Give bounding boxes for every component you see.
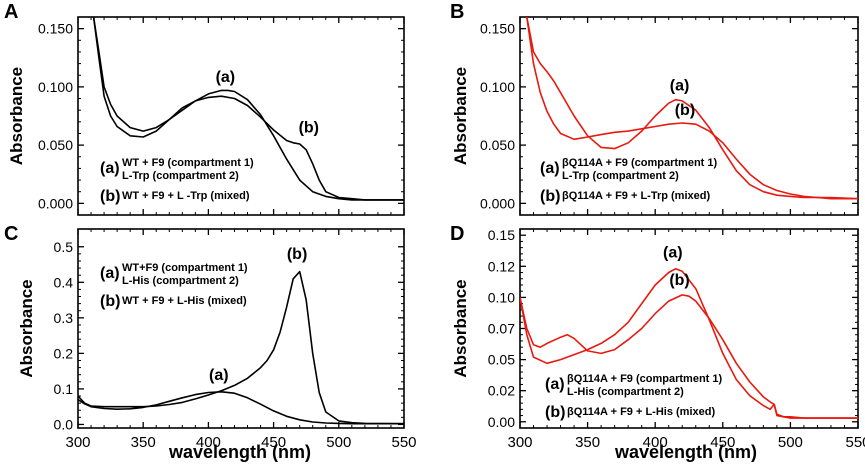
panel-a: A 0.000 0.050 0.100 0.150 Absorbance (a) (b) (a)…	[4, 1, 405, 216]
legend-entry-b: (b) WT + F9 + L -Trp (mixed)	[100, 188, 250, 205]
x-tick-label: 550	[845, 434, 865, 451]
y-tick-label: 0.07	[488, 321, 515, 337]
series-line-b	[520, 294, 858, 419]
series-line-a	[92, 17, 404, 201]
y-tick-label: 0.150	[480, 21, 515, 37]
series-line-a	[78, 391, 404, 425]
legend-entry-a: (a) βQ114A + F9 (compartment 1)L-Trp (com…	[540, 157, 717, 182]
legend-tag: (a)	[540, 160, 560, 177]
curve-label-a: (a)	[663, 245, 683, 262]
y-tick-label: 0.0	[54, 416, 74, 432]
legend-tag: (a)	[100, 160, 120, 177]
x-axis-label: wavelength (nm)	[168, 442, 311, 462]
y-tick-label: 0.10	[488, 289, 515, 305]
legend-text: βQ114A + F9 (compartment 1)	[567, 373, 722, 385]
curve-label-b: (b)	[675, 102, 695, 119]
legend-entry-b: (b) βQ114A + F9 + L-Trp (mixed)	[540, 188, 710, 205]
panel-letter: A	[4, 1, 18, 23]
y-tick-label: 0.4	[54, 274, 74, 290]
legend-text: WT + F9 + L -Trp (mixed)	[122, 190, 250, 202]
legend-entry-a: (a) WT+F9 (compartment 1)L-His (compartme…	[100, 262, 248, 287]
plot-frame	[519, 228, 859, 429]
legend-text: WT+F9 (compartment 1)	[122, 262, 248, 274]
y-tick-label: 0.000	[480, 195, 515, 211]
x-tick-label: 400	[196, 434, 221, 451]
y-tick-label: 0.000	[38, 195, 73, 211]
x-tick-label: 450	[261, 434, 286, 451]
series-line-b	[526, 17, 858, 200]
y-tick-label: 0.100	[38, 79, 73, 95]
legend-text: WT + F9 (compartment 1)	[122, 157, 254, 169]
plot-frame	[77, 228, 405, 429]
legend-text: βQ114A + F9 (compartment 1)	[562, 157, 717, 169]
legend-entry-b: (b) WT + F9 + L-His (mixed)	[100, 293, 247, 310]
x-tick-label: 500	[778, 434, 803, 451]
legend-tag: (b)	[545, 404, 565, 421]
y-tick-label: 0.5	[54, 239, 74, 255]
x-tick-label: 500	[326, 434, 351, 451]
series-line-b	[92, 17, 404, 201]
series-line-b	[78, 270, 404, 425]
legend-tag: (a)	[100, 265, 120, 282]
plot-frame	[519, 16, 859, 216]
legend-text: L-Trp (compartment 2)	[122, 170, 239, 182]
legend-tag: (b)	[540, 188, 560, 205]
curve-label-a: (a)	[216, 69, 236, 86]
y-tick-label: 0.050	[480, 137, 515, 153]
legend-text: βQ114A + F9 + L-His (mixed)	[567, 406, 715, 418]
y-tick-label: 0.02	[488, 383, 515, 399]
plot-frame	[77, 16, 405, 216]
y-axis-label: Absorbance	[451, 279, 470, 377]
y-axis-label: Absorbance	[17, 279, 36, 377]
y-tick-label: 0.050	[38, 137, 73, 153]
legend-tag: (a)	[545, 376, 565, 393]
legend-entry-a: (a) βQ114A + F9 (compartment 1)L-His (com…	[545, 373, 722, 398]
curve-label-b: (b)	[287, 246, 307, 263]
x-tick-label: 350	[131, 434, 156, 451]
y-tick-label: 0.100	[480, 79, 515, 95]
y-tick-label: 0.00	[488, 414, 515, 430]
panel-letter: D	[450, 223, 464, 245]
x-tick-label: 300	[65, 434, 90, 451]
y-tick-label: 0.12	[488, 258, 515, 274]
y-axis-label: Absorbance	[7, 67, 26, 165]
x-tick-label: 300	[507, 434, 532, 451]
x-tick-label: 350	[575, 434, 600, 451]
curve-label-b: (b)	[299, 119, 319, 136]
panel-b: B 0.000 0.050 0.100 0.150 Absorbance (a) (b) (a)…	[450, 1, 859, 216]
x-tick-label: 400	[643, 434, 668, 451]
y-tick-label: 0.3	[54, 310, 74, 326]
curve-label-a: (a)	[670, 77, 690, 94]
curve-label-a: (a)	[209, 367, 229, 384]
y-tick-label: 0.150	[38, 21, 73, 37]
y-tick-label: 0.2	[54, 345, 74, 361]
legend-text: L-His (compartment 2)	[122, 275, 239, 287]
y-tick-label: 0.1	[54, 381, 74, 397]
x-axis-label: wavelength (nm)	[614, 442, 757, 462]
panel-letter: C	[4, 223, 18, 245]
curve-label-b: (b)	[669, 272, 689, 289]
y-tick-label: 0.05	[488, 352, 515, 368]
legend-tag: (b)	[100, 293, 120, 310]
legend-tag: (b)	[100, 188, 120, 205]
panel-d: D 300 350 400 450 500 550 0.00 0.02 0.05 0.07 0.10 0…	[450, 223, 865, 462]
legend-text: L-His (compartment 2)	[567, 386, 684, 398]
y-axis-label: Absorbance	[451, 67, 470, 165]
x-tick-label: 450	[710, 434, 735, 451]
y-tick-label: 0.15	[488, 227, 515, 243]
legend-text: WT + F9 + L-His (mixed)	[122, 295, 247, 307]
legend-entry-a: (a) WT + F9 (compartment 1)L-Trp (compart…	[100, 157, 254, 182]
legend-text: βQ114A + F9 + L-Trp (mixed)	[562, 190, 710, 202]
legend-text: L-Trp (compartment 2)	[562, 170, 679, 182]
x-tick-label: 550	[391, 434, 416, 451]
panel-letter: B	[450, 1, 464, 23]
legend-entry-b: (b) βQ114A + F9 + L-His (mixed)	[545, 404, 715, 421]
series-line-a	[526, 17, 858, 200]
panel-c: C 300 350 400 450 500 550 0.0 0.1 0.2 0.3 0.4 0.5 Abs…	[4, 223, 417, 462]
